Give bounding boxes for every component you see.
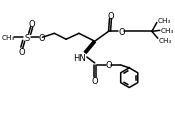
Text: CH₃: CH₃ bbox=[1, 35, 15, 41]
Text: CH₃: CH₃ bbox=[158, 17, 171, 23]
Text: O: O bbox=[91, 77, 98, 85]
Text: O: O bbox=[118, 28, 125, 36]
Text: HN: HN bbox=[74, 54, 86, 63]
Text: CH₃: CH₃ bbox=[159, 38, 172, 44]
Text: O: O bbox=[38, 33, 45, 42]
Text: S: S bbox=[24, 33, 29, 42]
Text: O: O bbox=[19, 47, 25, 56]
Text: O: O bbox=[28, 20, 35, 29]
Text: O: O bbox=[107, 12, 114, 21]
Text: O: O bbox=[105, 61, 112, 70]
Text: CH₃: CH₃ bbox=[161, 28, 174, 34]
